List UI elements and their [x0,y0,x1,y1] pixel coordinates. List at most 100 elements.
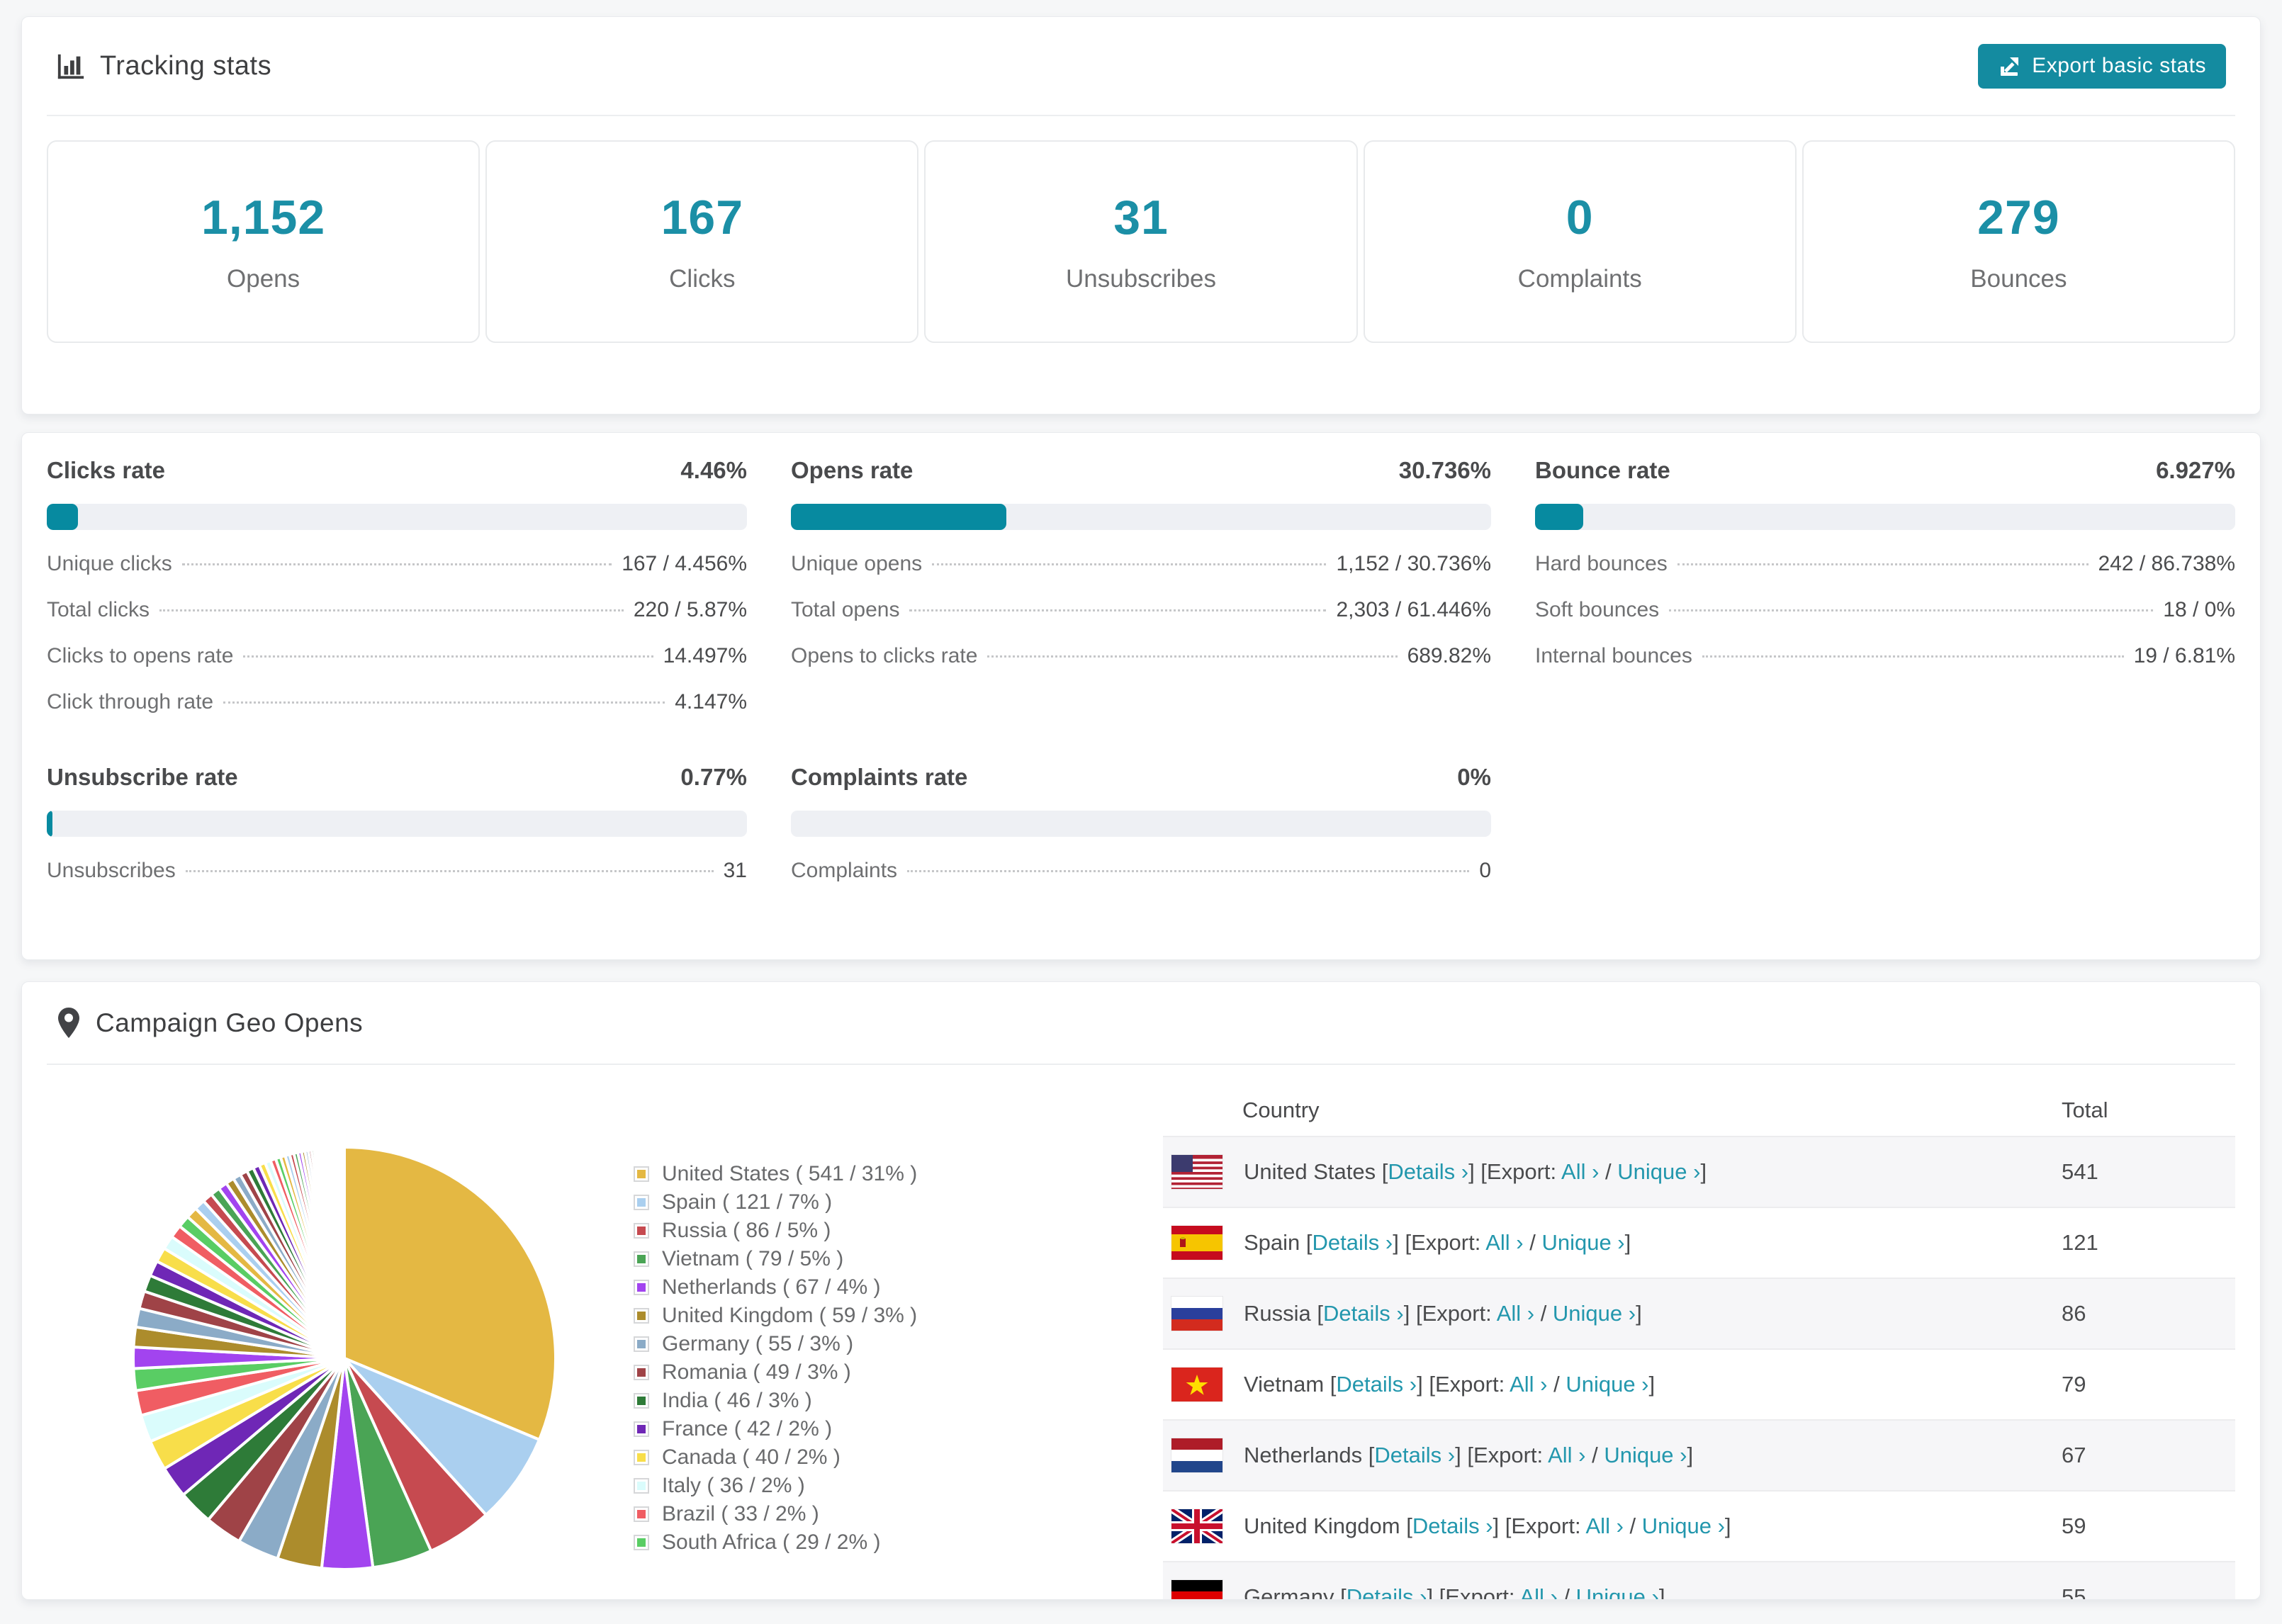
dotted-leader [987,655,1398,658]
export-all-link[interactable]: All › [1561,1159,1600,1184]
rate-row-label: Opens to clicks rate [791,644,978,667]
flag-ru-icon [1171,1297,1222,1331]
legend-label: Vietnam ( 79 / 5% ) [662,1247,844,1270]
legend-item[interactable]: Romania ( 49 / 3% ) [634,1360,917,1385]
tracking-stats-card: Tracking stats Export basic stats [21,16,2261,415]
export-basic-stats-button[interactable]: Export basic stats [1978,43,2226,89]
rate-row-label: Total opens [791,598,900,621]
progress-track [791,811,1491,837]
export-all-link[interactable]: All › [1548,1443,1586,1467]
export-unique-link[interactable]: Unique › [1541,1230,1625,1255]
flag-es-icon [1171,1226,1222,1260]
legend-swatch [634,1365,649,1380]
geo-table-row-de: Germany [Details ›] [Export: All › / Uni… [1163,1561,2235,1600]
export-button-label: Export basic stats [2032,54,2206,77]
legend-item[interactable]: Russia ( 86 / 5% ) [634,1219,917,1243]
legend-item[interactable]: South Africa ( 29 / 2% ) [634,1530,917,1555]
details-link[interactable]: Details › [1323,1301,1404,1326]
stat-value: 1,152 [201,191,326,244]
export-all-link[interactable]: All › [1510,1372,1548,1397]
details-link[interactable]: Details › [1346,1584,1427,1600]
legend-swatch [634,1421,649,1437]
rate-row: Internal bounces 19 / 6.81% [1535,644,2235,668]
dotted-leader [181,563,612,565]
rate-panel: Bounce rate 6.927% Hard bounces 242 / 86… [1535,447,2235,714]
tracking-stats-title: Tracking stats [100,50,272,81]
export-all-link[interactable]: All › [1496,1301,1535,1326]
dotted-leader [185,870,714,872]
legend-swatch [634,1478,649,1494]
legend-item[interactable]: Netherlands ( 67 / 4% ) [634,1275,917,1299]
legend-label: Germany ( 55 / 3% ) [662,1332,854,1355]
rate-row: Opens to clicks rate 689.82% [791,644,1491,668]
export-unique-link[interactable]: Unique › [1575,1584,1659,1600]
legend-item[interactable]: United States ( 541 / 31% ) [634,1162,917,1186]
rates-card: Clicks rate 4.46% Unique clicks 167 / 4.… [21,432,2261,960]
legend-item[interactable]: Vietnam ( 79 / 5% ) [634,1247,917,1271]
rate-row-value: 167 / 4.456% [622,552,747,575]
legend-item[interactable]: France ( 42 / 2% ) [634,1417,917,1441]
legend-item[interactable]: Brazil ( 33 / 2% ) [634,1502,917,1526]
legend-swatch [634,1393,649,1409]
export-unique-link[interactable]: Unique › [1566,1372,1649,1397]
export-unique-link[interactable]: Unique › [1617,1159,1701,1184]
legend-label: Russia ( 86 / 5% ) [662,1219,831,1242]
legend-swatch [634,1166,649,1182]
legend-item[interactable]: India ( 46 / 3% ) [634,1389,917,1413]
stat-box-clicks: 167 Clicks [485,140,919,343]
rate-row: Total opens 2,303 / 61.446% [791,598,1491,622]
export-all-link[interactable]: All › [1585,1513,1624,1538]
column-country: Country [1242,1098,1320,1122]
legend-item[interactable]: Canada ( 40 / 2% ) [634,1445,917,1470]
details-link[interactable]: Details › [1412,1513,1493,1538]
stat-label: Complaints [1517,265,1642,293]
export-unique-link[interactable]: Unique › [1552,1301,1636,1326]
geo-table-row-ru: Russia [Details ›] [Export: All › / Uniq… [1163,1278,2235,1348]
export-label: Export: [1411,1230,1481,1255]
rate-row-value: 220 / 5.87% [633,598,747,621]
details-link[interactable]: Details › [1388,1159,1469,1184]
details-link[interactable]: Details › [1336,1372,1417,1397]
rate-row-value: 18 / 0% [2163,598,2235,621]
legend-item[interactable]: Spain ( 121 / 7% ) [634,1190,917,1214]
geo-divider [47,1064,2235,1065]
stat-label: Bounces [1970,265,2067,293]
export-all-link[interactable]: All › [1485,1230,1524,1255]
flag-us-icon [1171,1155,1222,1189]
rate-row-label: Unique clicks [47,552,172,575]
legend-swatch [634,1336,649,1352]
dotted-leader [909,609,1327,611]
rate-panel: Complaints rate 0% Complaints 0 [791,754,1491,883]
progress-fill [1535,504,1584,530]
export-label: Export: [1434,1372,1505,1397]
export-unique-link[interactable]: Unique › [1641,1513,1725,1538]
rate-panel-value: 0.77% [680,764,747,790]
geo-title: Campaign Geo Opens [96,1008,364,1037]
rate-row: Hard bounces 242 / 86.738% [1535,552,2235,576]
country-total: 541 [2062,1159,2098,1184]
details-link[interactable]: Details › [1374,1443,1456,1467]
legend-label: Canada ( 40 / 2% ) [662,1445,841,1469]
export-all-link[interactable]: All › [1519,1584,1558,1600]
legend-label: India ( 46 / 3% ) [662,1389,812,1412]
legend-item[interactable]: Germany ( 55 / 3% ) [634,1332,917,1356]
rate-row-value: 0 [1479,859,1491,882]
rate-row: Unsubscribes 31 [47,859,747,883]
pie-slice[interactable] [343,1357,541,1517]
pie-slice[interactable] [343,1146,557,1441]
geo-table-header: Country Total [1163,1085,2235,1136]
stat-box-opens: 1,152 Opens [47,140,480,343]
rate-row: Total clicks 220 / 5.87% [47,598,747,622]
details-link[interactable]: Details › [1312,1230,1393,1255]
map-pin-icon [56,1007,82,1039]
rate-panel-value: 4.46% [680,457,747,483]
legend-item[interactable]: United Kingdom ( 59 / 3% ) [634,1304,917,1328]
legend-item[interactable]: Italy ( 36 / 2% ) [634,1474,917,1498]
geo-header: Campaign Geo Opens [22,982,2260,1064]
export-unique-link[interactable]: Unique › [1604,1443,1687,1467]
rate-row-label: Click through rate [47,690,214,714]
export-label: Export: [1445,1584,1515,1600]
rate-row: Unique opens 1,152 / 30.736% [791,552,1491,576]
rate-panel-title: Complaints rate [791,764,968,790]
progress-track [791,504,1491,530]
